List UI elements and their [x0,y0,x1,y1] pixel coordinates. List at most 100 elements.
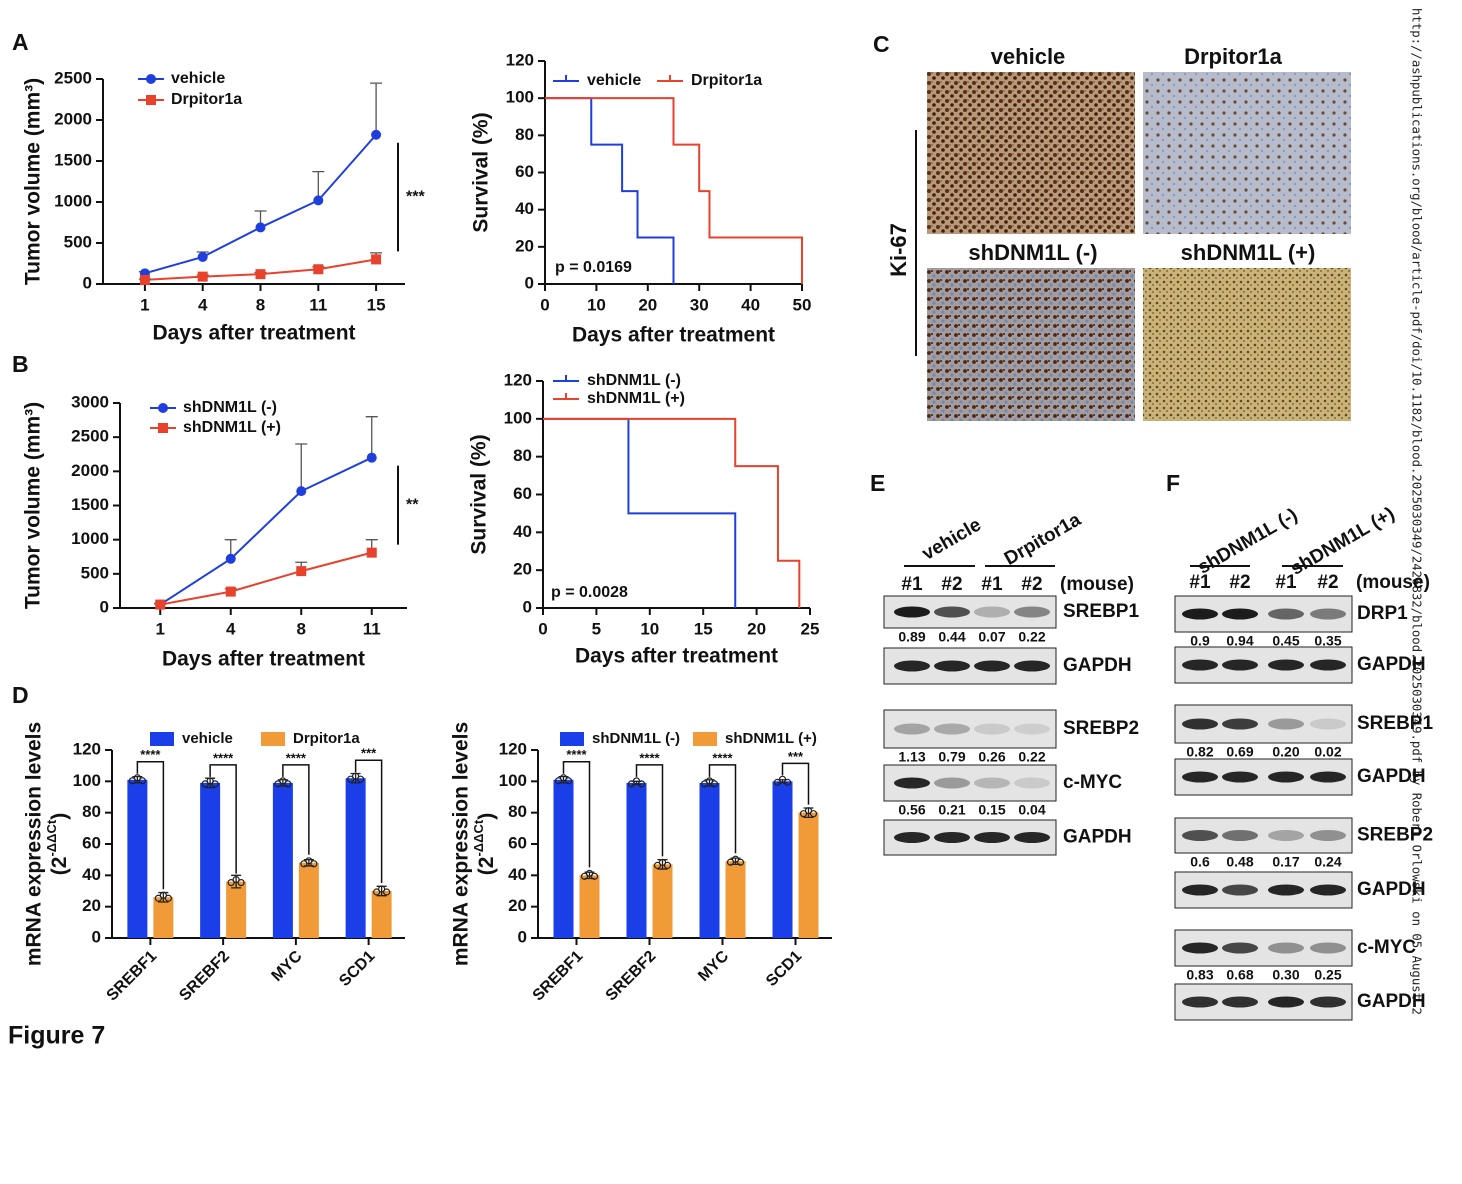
data-point [255,269,266,280]
y-tick-label: 80 [508,802,527,821]
significance-label: **** [712,750,733,765]
unit-exponent: -ΔΔCt [44,819,59,856]
x-tick-label: 5 [592,619,601,638]
significance-label: **** [566,747,587,762]
y-tick-label: 40 [82,865,101,884]
blot-band [894,777,930,789]
unit-base: (2 [475,857,498,876]
legend-label: vehicle [171,70,225,87]
replicate-dot [347,775,355,783]
lane-label: #2 [1021,574,1042,595]
y-tick-label: 3000 [71,392,109,411]
data-point [313,195,324,206]
blot-band [1014,832,1050,843]
row-label: SREBP2 [1357,825,1433,846]
x-tick-label: MYC [269,947,306,984]
y-tick-label: 2000 [54,109,92,128]
blot-band [1268,884,1304,896]
row-label: GAPDH [1357,654,1426,675]
y-tick-label: 80 [513,446,532,465]
group-label: vehicle [919,514,985,564]
x-tick-label: 40 [741,295,760,314]
series-line [144,134,377,275]
unit-exponent: -ΔΔCt [471,819,486,856]
significance-bracket [209,764,237,874]
x-tick-label: 11 [309,295,327,314]
replicate-dot [585,869,594,877]
y-tick-label: 2500 [54,68,92,87]
blot-band [934,660,970,672]
blot-band [1268,608,1304,620]
quantification: 0.30 [1272,967,1299,983]
bar [725,861,746,938]
y-tick-label: 60 [82,833,101,852]
legend-symbol [553,393,579,400]
y-axis-title: Survival (%) [470,112,493,232]
quantification: 0.89 [898,629,925,645]
bar [652,864,673,938]
replicate-dot [778,775,787,783]
replicate-dot [590,872,599,880]
y-tick-label: 500 [81,563,109,582]
y-tick-label: 120 [504,370,532,389]
quantification: 0.35 [1314,633,1341,649]
group-label: shDNM1L (-) [1194,505,1301,579]
y-tick-label: 0 [525,273,534,292]
x-tick-label: SREBF2 [176,948,233,1005]
survival-curve [545,97,803,284]
blot-band [1310,884,1346,896]
replicate-dot [804,807,813,815]
replicate-dot [133,774,141,782]
quantification: 0.24 [1314,854,1341,870]
blot-band [1014,660,1050,672]
x-tick-label: 10 [640,619,659,638]
figure-label: Figure 7 [8,1022,105,1050]
replicate-dot [300,860,308,868]
y-tick-label: 120 [506,50,534,69]
bar [772,781,793,938]
blot-band [934,723,970,735]
error-bar [370,82,383,135]
quantification: 0.68 [1226,967,1253,983]
blot-band [1268,942,1304,954]
row-label: SREBP1 [1063,601,1139,622]
panel-label: D [12,682,29,708]
y-tick-label: 1500 [71,495,109,514]
error-bar [365,416,378,458]
watermark: http://ashpublications.org/blood/article… [1410,8,1424,1015]
x-tick-label: SCD1 [763,948,805,990]
survival-curve [543,417,801,608]
blot-band [1182,996,1218,1008]
blot-band [1310,718,1346,730]
replicate-dot [310,860,318,868]
replicate-dot [378,885,386,893]
ihc-image [927,72,1135,234]
bar [200,782,221,938]
survival-curve [543,417,737,608]
quantification: 0.82 [1186,744,1213,760]
x-tick-label: 0 [538,619,547,638]
x-tick-label: 11 [363,619,381,638]
replicate-dot [274,780,282,788]
data-point [155,599,166,610]
data-point [366,452,377,463]
blot-band [974,832,1010,843]
replicate-dot [637,780,646,788]
bar [798,812,819,938]
blot-band [1182,718,1218,730]
replicate-dot [373,888,381,896]
lane-label: #2 [1317,572,1338,593]
ihc-image [927,268,1135,421]
y-axis-unit: (2-ΔΔCt) [471,813,498,875]
significance-label: *** [361,746,377,761]
x-tick-label: 8 [256,295,265,314]
blot-band [1182,884,1218,896]
ihc-image [1143,72,1351,234]
y-tick-label: 1500 [54,150,92,169]
x-tick-label: 1 [156,619,165,638]
bar [579,875,600,938]
replicate-dot [554,777,563,785]
replicate-dot [700,780,709,788]
replicate-dot [653,861,662,869]
